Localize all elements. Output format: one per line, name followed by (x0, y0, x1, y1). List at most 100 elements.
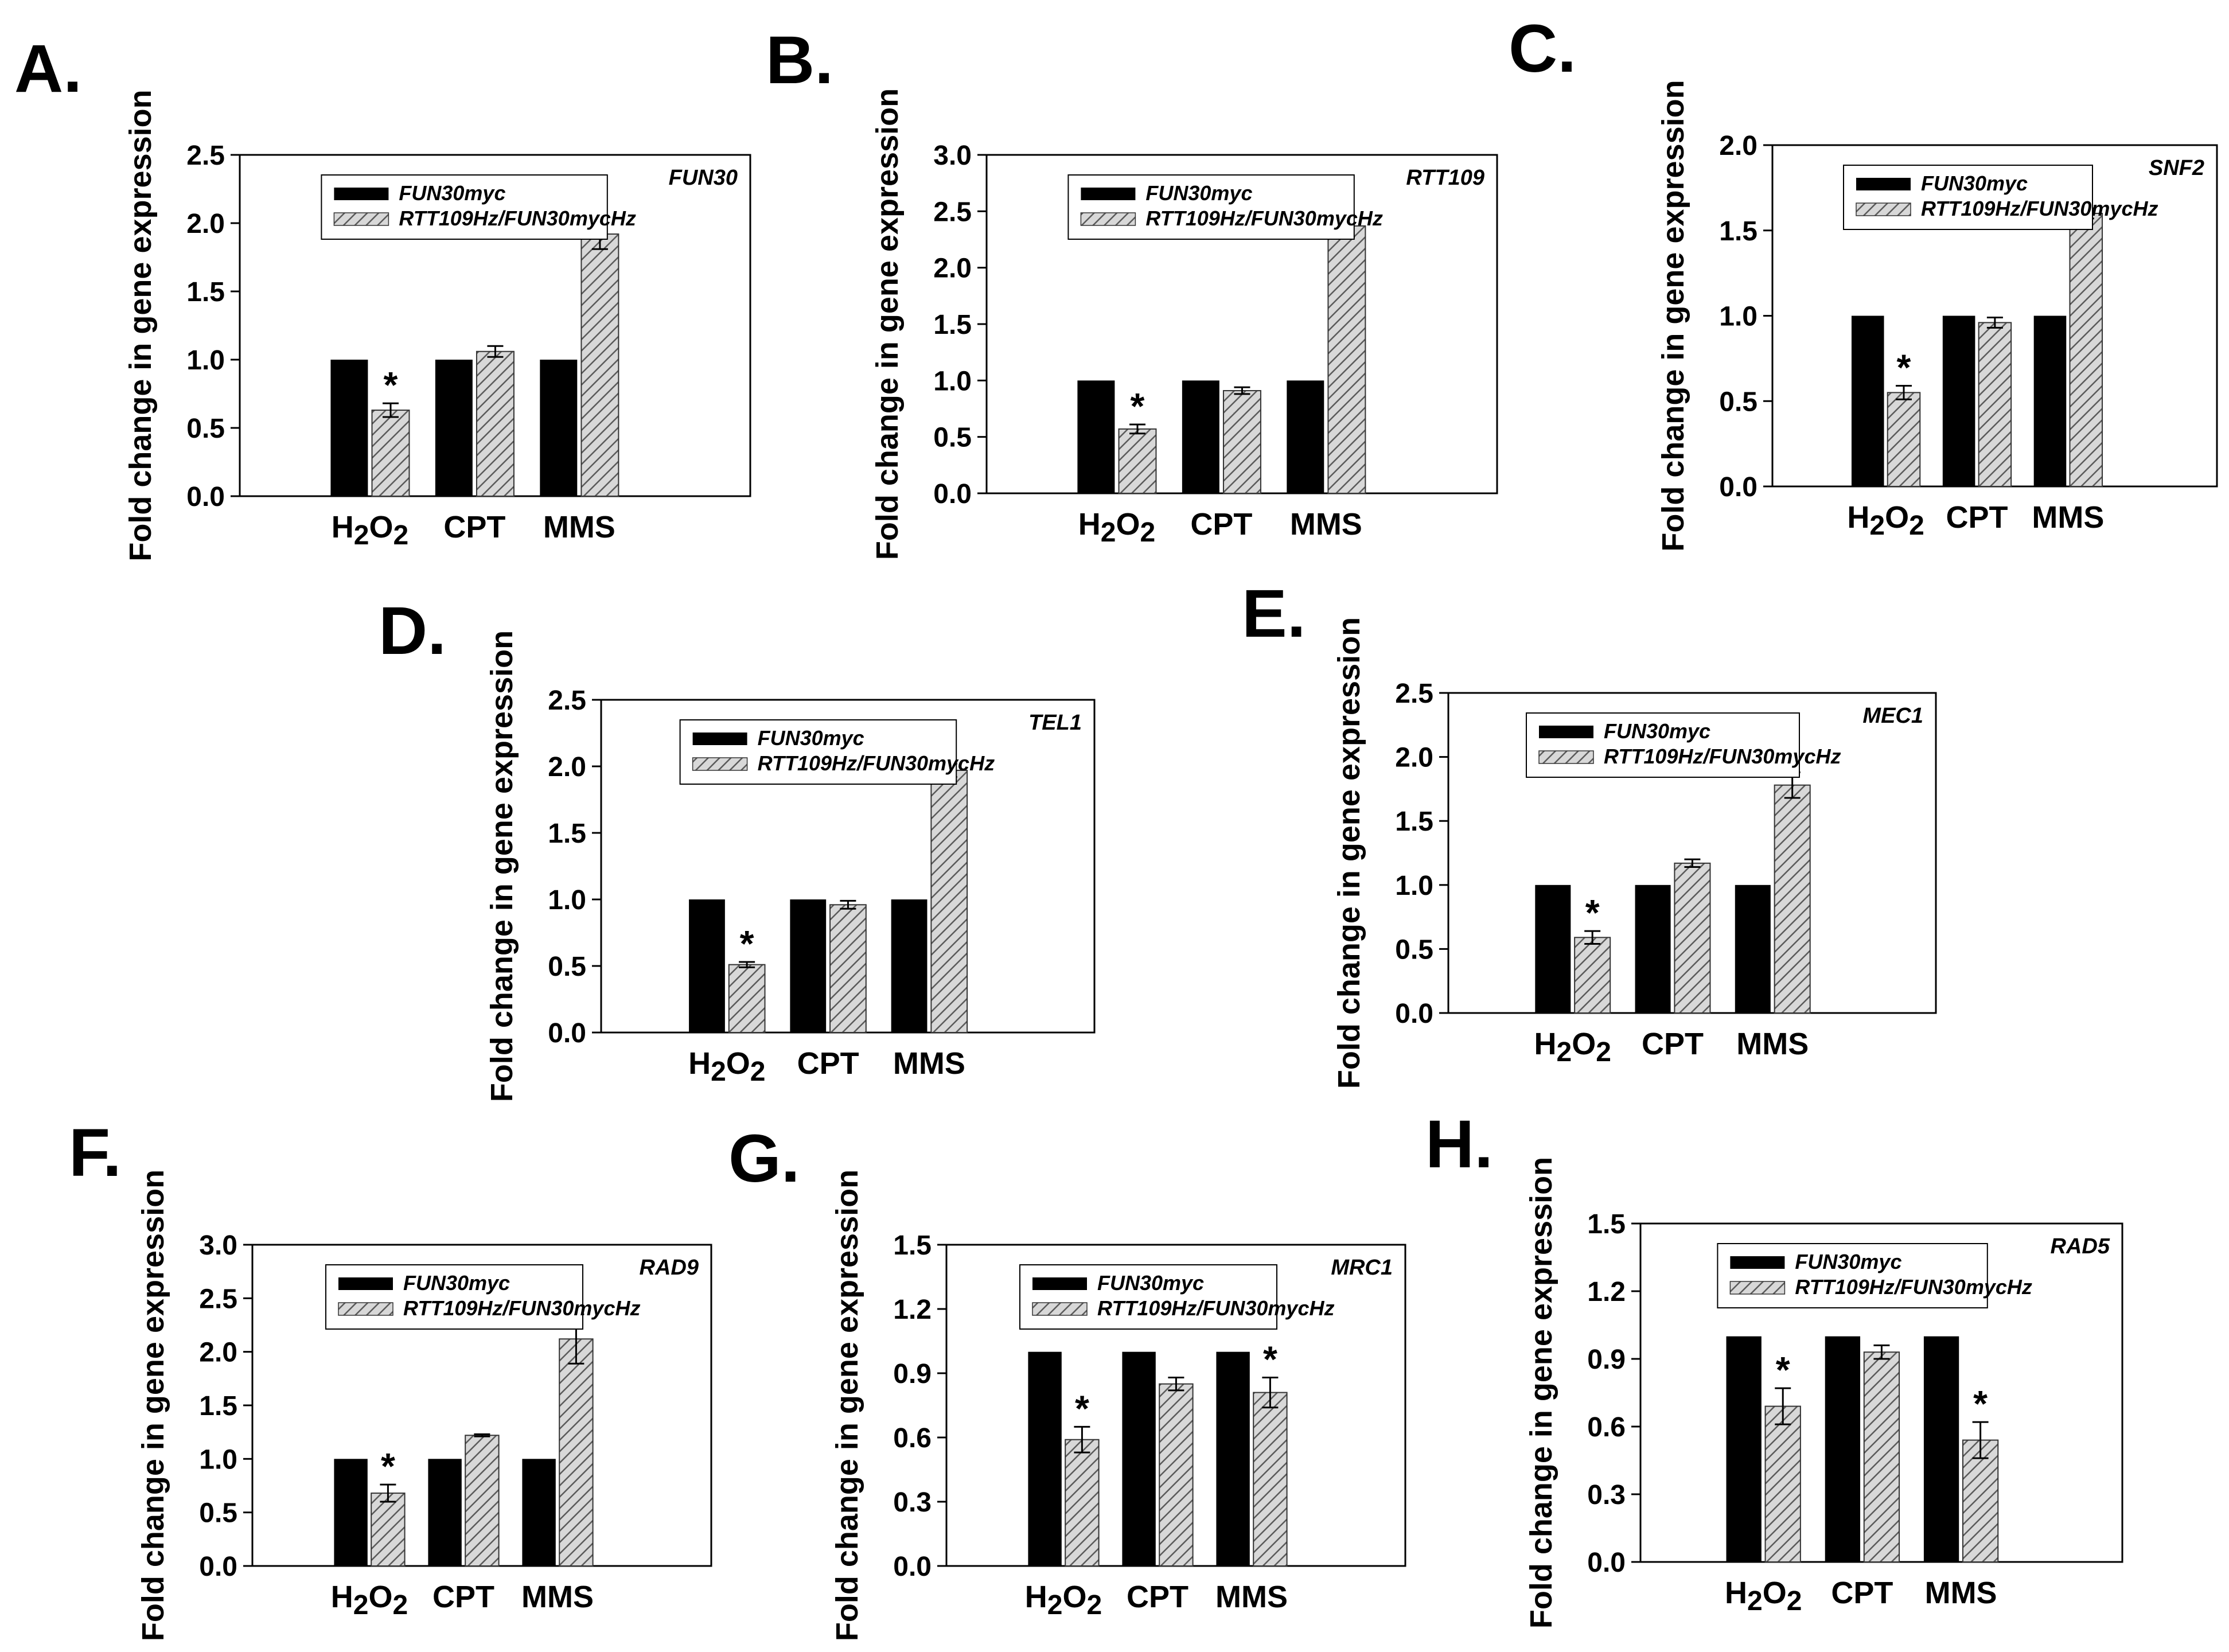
x-tick-label-h2o2: H2O2 (1534, 1027, 1611, 1067)
y-axis-label: Fold change in gene expression (1332, 617, 1366, 1089)
x-tick-label-cpt: CPT (1127, 1580, 1188, 1614)
y-tick-label: 1.2 (893, 1295, 932, 1325)
y-tick-label: 0.0 (1395, 999, 1433, 1029)
panel-label: E. (1242, 576, 1306, 652)
legend-label-series1: FUN30myc (758, 726, 864, 750)
bar-fun30myc-h2o2 (1028, 1351, 1062, 1566)
error-bar (1684, 858, 1701, 868)
bar-rtt109hz-h2o2 (1574, 937, 1611, 1014)
panel-b: B. Fold change in gene expression 0.0 0.5 1.… (766, 22, 1498, 560)
bar-fun30myc-cpt (1122, 1351, 1156, 1566)
error-bar (1074, 1425, 1090, 1454)
bar-fun30myc-cpt (790, 899, 827, 1032)
x-tick-label-h2o2: H2O2 (331, 1580, 408, 1620)
y-tick-label: 0.0 (186, 482, 225, 512)
significance-star: * (1585, 892, 1600, 933)
y-tick-label: 1.5 (893, 1230, 932, 1261)
bar-rtt109hz-cpt (1222, 390, 1261, 494)
legend-label-series1: FUN30myc (1145, 181, 1252, 205)
error-bar (380, 1483, 396, 1503)
error-bar (382, 402, 399, 418)
error-bar (1972, 1421, 1989, 1459)
legend-label-series2: RTT109Hz/FUN30mycHz (1604, 745, 1841, 768)
y-tick-label: 1.5 (199, 1391, 237, 1421)
y-axis-label: Fold change in gene expression (830, 1170, 864, 1641)
legend-swatch-series1 (692, 733, 747, 745)
legend-box (1717, 1243, 1988, 1308)
legend-label-series2: RTT109Hz/FUN30mycHz (758, 751, 995, 775)
legend-swatch-series2 (692, 757, 748, 771)
bar-fun30myc-cpt (1635, 885, 1671, 1013)
panel-label: D. (379, 593, 446, 669)
y-tick-label: 0.6 (893, 1423, 932, 1454)
y-axis-label: Fold change in gene expression (870, 88, 905, 560)
y-axis-label: Fold change in gene expression (485, 630, 519, 1102)
y-tick-label: 0.5 (933, 423, 972, 453)
y-tick-label: 0.0 (893, 1552, 932, 1582)
gene-label: RAD9 (640, 1256, 699, 1280)
gene-label: TEL1 (1028, 711, 1082, 735)
x-tick-label-cpt: CPT (1831, 1576, 1893, 1610)
legend-box (1019, 1264, 1277, 1330)
bar-fun30myc-cpt (1942, 315, 1975, 486)
bar-fun30myc-h2o2 (689, 899, 725, 1032)
bar-rtt109hz-mms (1253, 1392, 1288, 1567)
x-tick-label-cpt: CPT (1946, 500, 2008, 535)
y-tick-label: 2.0 (1719, 131, 1758, 161)
y-tick-label: 0.5 (1719, 387, 1758, 417)
x-tick-label-mms: MMS (1925, 1576, 1997, 1610)
legend-box (1843, 165, 2093, 230)
legend-box (1526, 712, 1800, 778)
y-tick-label: 2.0 (1395, 743, 1433, 773)
panel-label: A. (14, 31, 82, 107)
legend-label-series1: FUN30myc (1097, 1271, 1204, 1295)
bar-rtt109hz-h2o2 (1764, 1405, 1801, 1563)
gene-label: FUN30 (669, 166, 738, 190)
y-tick-label: 1.0 (1719, 302, 1758, 332)
panel-label: F. (69, 1115, 122, 1191)
x-tick-label-mms: MMS (1736, 1027, 1809, 1061)
x-tick-label-cpt: CPT (797, 1046, 859, 1081)
error-bar (739, 961, 755, 968)
y-tick-label: 0.0 (1587, 1548, 1626, 1578)
error-bar (1775, 1387, 1791, 1425)
panel-label: C. (1509, 11, 1576, 87)
legend-label-series2: RTT109Hz/FUN30mycHz (1097, 1296, 1334, 1320)
gene-label: SNF2 (2149, 156, 2204, 180)
legend-swatch-series2 (338, 1302, 393, 1316)
y-tick-label: 3.0 (933, 141, 972, 171)
y-tick-label: 2.5 (199, 1284, 237, 1314)
y-tick-label: 0.3 (893, 1487, 932, 1518)
legend-swatch-series1 (1032, 1277, 1087, 1290)
legend-swatch-series2 (1729, 1281, 1786, 1295)
panel-a: A. Fold change in gene expression 0.0 0.5 1.… (14, 31, 751, 562)
panel-e: E. Fold change in gene expression 0.0 0.5 1.… (1242, 576, 1937, 1089)
gene-label: MRC1 (1331, 1256, 1393, 1280)
error-bar (840, 899, 856, 910)
y-tick-label: 1.0 (548, 885, 586, 915)
y-tick-label: 0.0 (548, 1018, 586, 1049)
x-tick-label-mms: MMS (543, 510, 615, 544)
x-tick-label-cpt: CPT (1642, 1027, 1704, 1061)
significance-star: * (740, 923, 754, 964)
gene-label: MEC1 (1862, 704, 1923, 728)
significance-star: * (1131, 385, 1145, 427)
bar-rtt109hz-mms (1327, 225, 1366, 494)
y-tick-label: 0.6 (1587, 1412, 1626, 1443)
legend-label-series1: FUN30myc (1795, 1250, 1901, 1273)
y-tick-label: 2.0 (199, 1338, 237, 1368)
bar-rtt109hz-h2o2 (1887, 392, 1921, 487)
bar-fun30myc-mms (891, 899, 928, 1032)
legend-swatch-series1 (338, 1277, 393, 1290)
significance-star: * (1075, 1388, 1089, 1429)
bar-rtt109hz-mms (1962, 1439, 1999, 1563)
y-tick-label: 3.0 (199, 1230, 237, 1261)
y-tick-label: 2.5 (186, 141, 225, 171)
bar-rtt109hz-mms (559, 1338, 594, 1567)
y-tick-label: 0.5 (186, 414, 225, 444)
bar-rtt109hz-h2o2 (371, 410, 410, 497)
